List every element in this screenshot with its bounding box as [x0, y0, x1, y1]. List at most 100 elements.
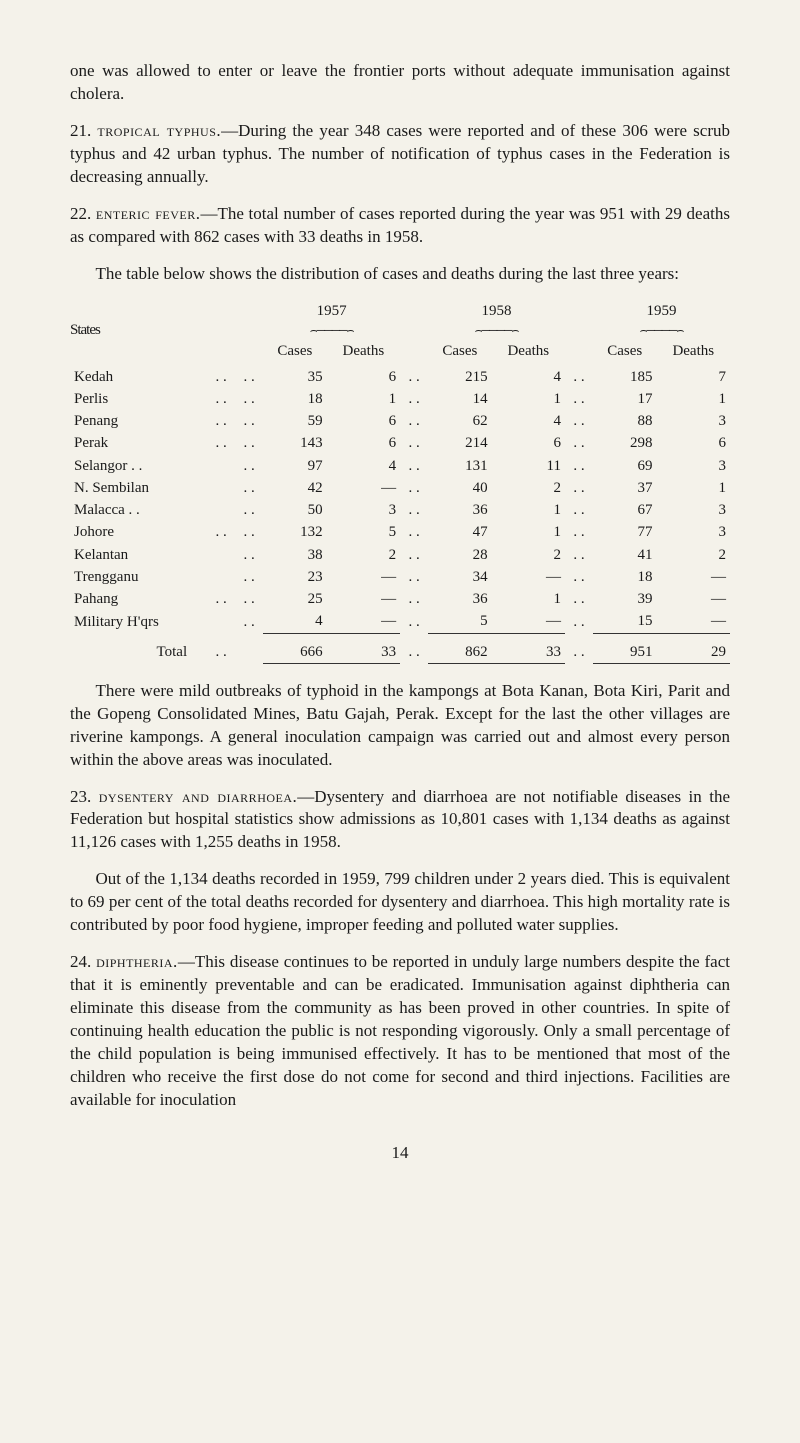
cell: 28	[428, 544, 492, 566]
dots: . .	[207, 588, 235, 610]
dots: . .	[565, 455, 593, 477]
cell: —	[327, 566, 400, 588]
cell: 33	[492, 636, 565, 664]
cell: 2	[327, 544, 400, 566]
dots: . .	[400, 588, 428, 610]
dots: . .	[565, 499, 593, 521]
section-number: 21.	[70, 121, 97, 140]
dots: . .	[400, 477, 428, 499]
cell: —	[492, 566, 565, 588]
cell: 36	[428, 588, 492, 610]
dots: . .	[235, 432, 263, 454]
paragraph-1: one was allowed to enter or leave the fr…	[70, 60, 730, 106]
cell: 23	[263, 566, 327, 588]
paragraph-8: 24. diphtheria.—This disease continues t…	[70, 951, 730, 1112]
dots	[207, 544, 235, 566]
dots: . .	[207, 410, 235, 432]
cell: 15	[593, 610, 657, 633]
dots: . .	[565, 544, 593, 566]
cell: 37	[593, 477, 657, 499]
state-name: Perlis	[70, 388, 207, 410]
dots: . .	[565, 477, 593, 499]
year-1957: 1957	[263, 300, 400, 321]
cell: 77	[593, 521, 657, 543]
cell: 36	[428, 499, 492, 521]
cell: 143	[263, 432, 327, 454]
dots: . .	[235, 455, 263, 477]
cell: —	[327, 477, 400, 499]
cell: 25	[263, 588, 327, 610]
cell: 6	[327, 410, 400, 432]
dots: . .	[400, 544, 428, 566]
cell: 6	[492, 432, 565, 454]
table-row: Malacca . .. .503. .361. .673	[70, 499, 730, 521]
dots: . .	[235, 521, 263, 543]
cell: 6	[657, 432, 730, 454]
dots: . .	[235, 566, 263, 588]
cell: 2	[492, 477, 565, 499]
dots: . .	[565, 610, 593, 633]
table-year-row: 1957 1958 1959	[70, 300, 730, 321]
cell: 18	[263, 388, 327, 410]
cell: 4	[263, 610, 327, 633]
dots	[207, 477, 235, 499]
dots: . .	[235, 477, 263, 499]
dots: . .	[207, 636, 235, 664]
page-number: 14	[70, 1142, 730, 1165]
cell: 1	[327, 388, 400, 410]
section-body: —This disease continues to be reported i…	[70, 952, 730, 1109]
cell: 666	[263, 636, 327, 664]
dots	[207, 455, 235, 477]
cell: 33	[327, 636, 400, 664]
total-row: Total . . 666 33 . . 862 33 . . 951 29	[70, 636, 730, 664]
cell: 298	[593, 432, 657, 454]
cell: 215	[428, 366, 492, 388]
cell: 5	[327, 521, 400, 543]
table-row: Perak. .. .1436. .2146. .2986	[70, 432, 730, 454]
dots	[207, 566, 235, 588]
dots: . .	[235, 410, 263, 432]
col-cases: Cases	[428, 340, 492, 365]
dots: . .	[400, 636, 428, 664]
section-heading: dysentery and diarrhoea.	[99, 787, 298, 806]
dots: . .	[400, 499, 428, 521]
col-deaths: Deaths	[492, 340, 565, 365]
cell: 69	[593, 455, 657, 477]
section-heading: tropical typhus.	[97, 121, 221, 140]
table-row: N. Sembilan. .42—. .402. .371	[70, 477, 730, 499]
cell: 18	[593, 566, 657, 588]
rule-row	[70, 663, 730, 666]
cell: 3	[657, 455, 730, 477]
cell: —	[657, 610, 730, 633]
cell: 4	[492, 410, 565, 432]
cell: 1	[492, 521, 565, 543]
cell: 2	[492, 544, 565, 566]
cell: 97	[263, 455, 327, 477]
cell: 3	[657, 499, 730, 521]
cell: —	[327, 610, 400, 633]
dots: . .	[235, 499, 263, 521]
cell: 131	[428, 455, 492, 477]
brace-row: States ⌢────⌢ ⌢────⌢ ⌢────⌢	[70, 321, 730, 341]
dots: . .	[565, 588, 593, 610]
dots: . .	[207, 521, 235, 543]
dots: . .	[400, 410, 428, 432]
cell: 185	[593, 366, 657, 388]
table-row: Pahang. .. .25—. .361. .39—	[70, 588, 730, 610]
table-row: Trengganu. .23—. .34—. .18—	[70, 566, 730, 588]
paragraph-5: There were mild outbreaks of typhoid in …	[70, 680, 730, 772]
cell: 14	[428, 388, 492, 410]
cell: 47	[428, 521, 492, 543]
dots	[207, 499, 235, 521]
dots: . .	[400, 455, 428, 477]
table-row: Selangor . .. .974. .13111. .693	[70, 455, 730, 477]
cell: 1	[492, 499, 565, 521]
dots: . .	[235, 610, 263, 633]
cell: —	[492, 610, 565, 633]
cell: 132	[263, 521, 327, 543]
cell: 38	[263, 544, 327, 566]
dots: . .	[565, 366, 593, 388]
cell: 6	[327, 432, 400, 454]
table-row: Kelantan. .382. .282. .412	[70, 544, 730, 566]
dots: . .	[400, 566, 428, 588]
